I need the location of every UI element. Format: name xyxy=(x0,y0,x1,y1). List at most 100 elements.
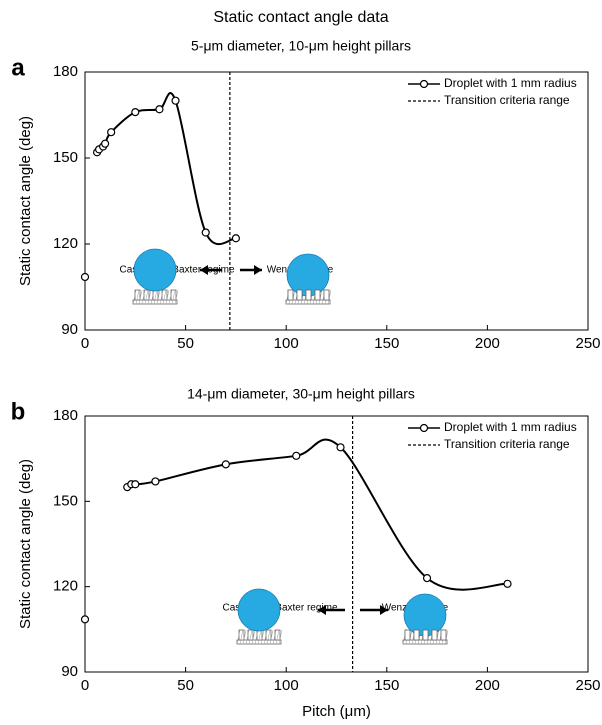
data-point xyxy=(503,579,512,588)
x-tick-label: 200 xyxy=(475,677,500,694)
y-tick-label: 90 xyxy=(61,321,78,338)
legend-label: Transition criteria range xyxy=(444,437,570,451)
data-point xyxy=(101,139,110,148)
hatch xyxy=(168,289,173,305)
series-line xyxy=(96,92,237,246)
pillar xyxy=(314,289,321,301)
subtitle: 14-μm diameter, 30-μm height pillars xyxy=(187,386,415,402)
hatch xyxy=(263,629,268,645)
hatch xyxy=(141,289,146,305)
legend-label: Droplet with 1 mm radius xyxy=(444,76,577,90)
pillar xyxy=(431,629,438,641)
legend-marker xyxy=(419,423,429,433)
figure-title: Static contact angle data xyxy=(213,9,388,26)
droplet-illustration xyxy=(402,593,449,645)
hatch xyxy=(165,289,170,305)
droplet-illustration xyxy=(285,253,332,305)
x-tick-label: 0 xyxy=(81,335,89,352)
hatch xyxy=(251,629,256,645)
droplet-illustration xyxy=(236,588,283,645)
data-point xyxy=(107,128,116,137)
arrow-head xyxy=(254,265,262,275)
data-point xyxy=(131,480,140,489)
pillar xyxy=(296,289,303,301)
y-tick-label: 150 xyxy=(53,149,78,166)
hatch xyxy=(171,289,176,305)
hatch xyxy=(248,629,253,645)
droplet xyxy=(237,588,281,632)
pillar xyxy=(422,629,429,641)
data-point xyxy=(292,451,301,460)
x-tick-label: 0 xyxy=(81,677,89,694)
arrow-head xyxy=(200,265,208,275)
x-tick-label: 100 xyxy=(274,335,299,352)
hatch xyxy=(144,289,149,305)
pillar xyxy=(287,289,294,301)
hatch xyxy=(318,289,323,305)
y-tick-label: 120 xyxy=(53,235,78,252)
hatch xyxy=(236,629,241,645)
x-axis-label: Pitch (μm) xyxy=(302,703,371,720)
reference-point xyxy=(80,272,90,282)
hatch xyxy=(327,289,332,305)
hatch xyxy=(162,289,167,305)
hatch xyxy=(254,629,259,645)
arrow-head xyxy=(318,605,326,615)
data-point xyxy=(336,443,345,452)
hatch xyxy=(435,629,440,645)
hatch xyxy=(408,629,413,645)
hatch xyxy=(444,629,449,645)
hatch xyxy=(269,629,274,645)
data-point xyxy=(422,574,432,583)
x-tick-label: 250 xyxy=(575,335,600,352)
y-tick-label: 120 xyxy=(53,578,78,595)
droplet xyxy=(133,248,177,292)
annotation: Cassie and Baxter regime xyxy=(119,265,234,276)
hatch xyxy=(132,289,137,305)
hatch xyxy=(257,629,262,645)
data-point xyxy=(201,228,210,237)
hatch xyxy=(174,289,179,305)
pillar xyxy=(305,289,312,301)
data-point xyxy=(221,460,230,469)
pillar xyxy=(413,629,420,641)
hatch xyxy=(278,629,283,645)
series-line xyxy=(126,438,508,591)
panel-label: a xyxy=(11,54,25,81)
y-axis-label: Static contact angle (deg) xyxy=(17,116,34,286)
hatch xyxy=(245,629,250,645)
droplet-illustration xyxy=(132,248,179,305)
y-tick-label: 180 xyxy=(53,63,78,80)
x-tick-label: 250 xyxy=(575,677,600,694)
y-axis-label: Static contact angle (deg) xyxy=(17,459,34,629)
x-tick-label: 150 xyxy=(374,335,399,352)
hatch xyxy=(147,289,152,305)
hatch xyxy=(153,289,158,305)
hatch xyxy=(260,629,265,645)
plot-frame xyxy=(84,71,589,331)
legend-label: Droplet with 1 mm radius xyxy=(444,420,577,434)
pillar xyxy=(404,629,411,641)
hatch xyxy=(159,289,164,305)
hatch xyxy=(242,629,247,645)
data-point xyxy=(231,234,240,243)
hatch xyxy=(272,629,277,645)
x-tick-label: 200 xyxy=(475,335,500,352)
hatch xyxy=(275,629,280,645)
plot-frame xyxy=(84,415,589,673)
y-tick-label: 90 xyxy=(61,663,78,680)
hatch xyxy=(239,629,244,645)
data-point xyxy=(171,96,180,105)
subtitle: 5-μm diameter, 10-μm height pillars xyxy=(191,38,411,54)
x-tick-label: 150 xyxy=(374,677,399,694)
data-point xyxy=(151,477,160,486)
data-point xyxy=(131,108,140,117)
reference-point xyxy=(80,615,90,624)
arrow-head xyxy=(380,605,388,615)
legend-marker xyxy=(419,79,429,89)
data-point xyxy=(155,105,164,114)
hatch xyxy=(291,289,296,305)
hatch xyxy=(150,289,155,305)
hatch xyxy=(156,289,161,305)
